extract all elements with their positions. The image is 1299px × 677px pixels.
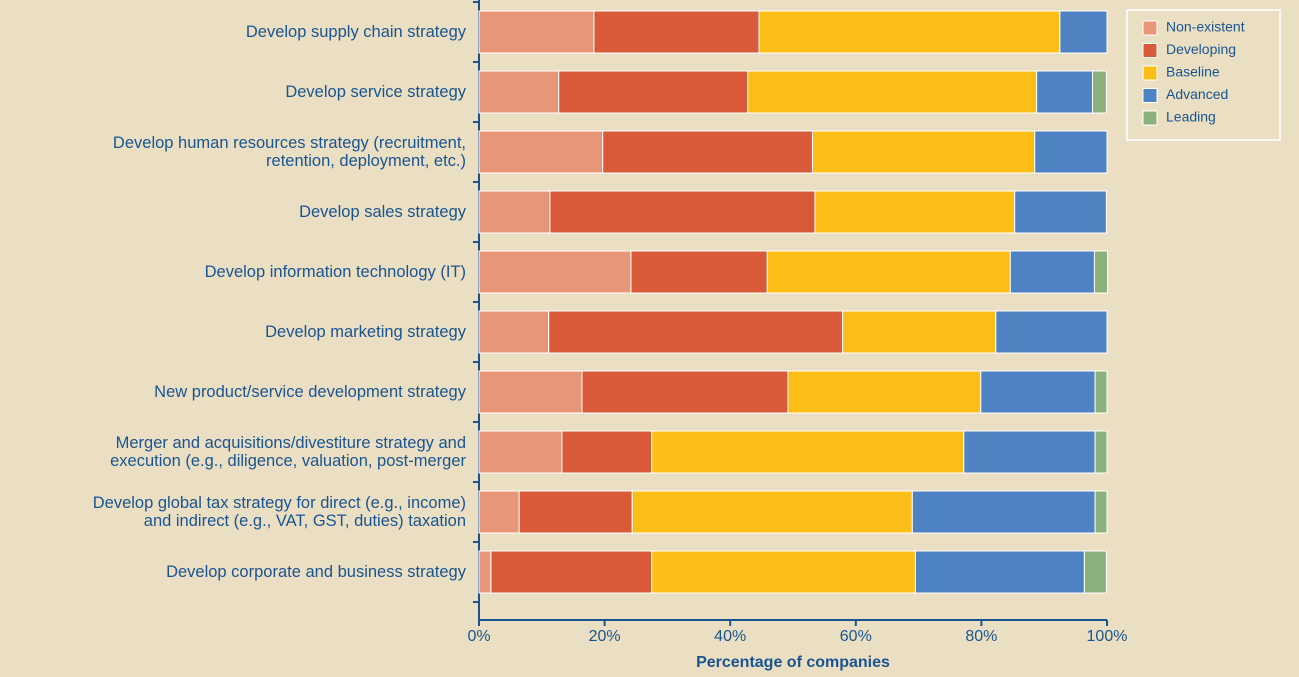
category-label: Merger and acquisitions/divestiture stra…: [110, 434, 466, 470]
bar-segment: [549, 190, 816, 234]
bar-segment: [811, 130, 1036, 174]
bar-segment: [478, 490, 520, 534]
bar-segment: [651, 430, 965, 474]
legend-swatch: [1142, 65, 1158, 81]
bar-segment: [581, 370, 789, 414]
bar-segment: [651, 550, 916, 594]
bar-segment: [558, 70, 749, 114]
bar-segment: [478, 550, 492, 594]
legend-swatch: [1142, 43, 1158, 58]
legend-label: Leading: [1166, 109, 1216, 125]
bar-segment: [630, 250, 768, 294]
bar-segment: [478, 310, 550, 354]
bar-segment: [1083, 550, 1107, 594]
legend-label: Baseline: [1166, 64, 1220, 80]
legend-label: Developing: [1166, 41, 1236, 57]
x-tick-label: 100%: [1087, 628, 1128, 645]
x-tick-label: 80%: [965, 628, 997, 645]
bar-segment: [478, 10, 595, 54]
bar-segment: [1009, 250, 1095, 294]
bar-segment: [758, 10, 1061, 54]
bar-segment: [602, 130, 813, 174]
x-tick-label: 40%: [714, 628, 746, 645]
bar-segment: [980, 370, 1096, 414]
bar-segment: [518, 490, 633, 534]
category-label: Develop marketing strategy: [265, 323, 466, 341]
bar-segment: [911, 490, 1096, 534]
bar-segment: [1094, 490, 1108, 534]
bar-segment: [1094, 430, 1108, 474]
bar-segment: [478, 190, 551, 234]
bar-segment: [787, 370, 982, 414]
bar-segment: [747, 70, 1038, 114]
bar-segment: [478, 430, 563, 474]
legend-label: Advanced: [1166, 86, 1228, 102]
x-tick-label: 20%: [589, 628, 621, 645]
category-label: Develop global tax strategy for direct (…: [92, 494, 466, 530]
bar-segment: [1036, 70, 1094, 114]
x-tick-label: 0%: [467, 628, 490, 645]
x-tick-label: 60%: [840, 628, 872, 645]
bar-segment: [490, 550, 653, 594]
bar-segment: [766, 250, 1011, 294]
bar-segment: [1034, 130, 1108, 174]
bar-segment: [1092, 70, 1107, 114]
bar-segment: [478, 70, 560, 114]
legend: Non-existent Developing Baseline Advanced Le…: [1126, 9, 1281, 141]
legend-swatch: [1142, 88, 1158, 103]
category-label: Develop information technology (IT): [204, 263, 466, 281]
bar-segment: [1093, 250, 1109, 294]
category-label: Develop human resources strategy (recrui…: [112, 134, 466, 170]
bar-segment: [1014, 190, 1107, 234]
bar-segment: [814, 190, 1016, 234]
bar-segment: [842, 310, 997, 354]
bar-segment: [478, 130, 604, 174]
category-label: Develop corporate and business strategy: [166, 563, 466, 581]
category-label: Develop sales strategy: [299, 203, 466, 221]
category-label: New product/service development strategy: [154, 383, 466, 401]
bar-segment: [593, 10, 760, 54]
bar-segment: [995, 310, 1108, 354]
bar-segment: [914, 550, 1085, 594]
category-label: Develop supply chain strategy: [245, 23, 466, 41]
bar-segment: [478, 370, 583, 414]
legend-swatch: [1142, 20, 1158, 36]
bar-segment: [1094, 370, 1108, 414]
legend-label: Non-existent: [1166, 19, 1245, 35]
legend-box: [1126, 9, 1281, 141]
x-axis-label: Percentage of companies: [696, 654, 890, 671]
bar-segment: [631, 490, 913, 534]
bar-segment: [548, 310, 844, 354]
bar-segment: [561, 430, 653, 474]
category-label: Develop service strategy: [285, 83, 466, 101]
bar-segment: [478, 250, 632, 294]
legend-swatch: [1142, 110, 1158, 126]
bar-segment: [963, 430, 1096, 474]
bar-segment: [1059, 10, 1108, 54]
